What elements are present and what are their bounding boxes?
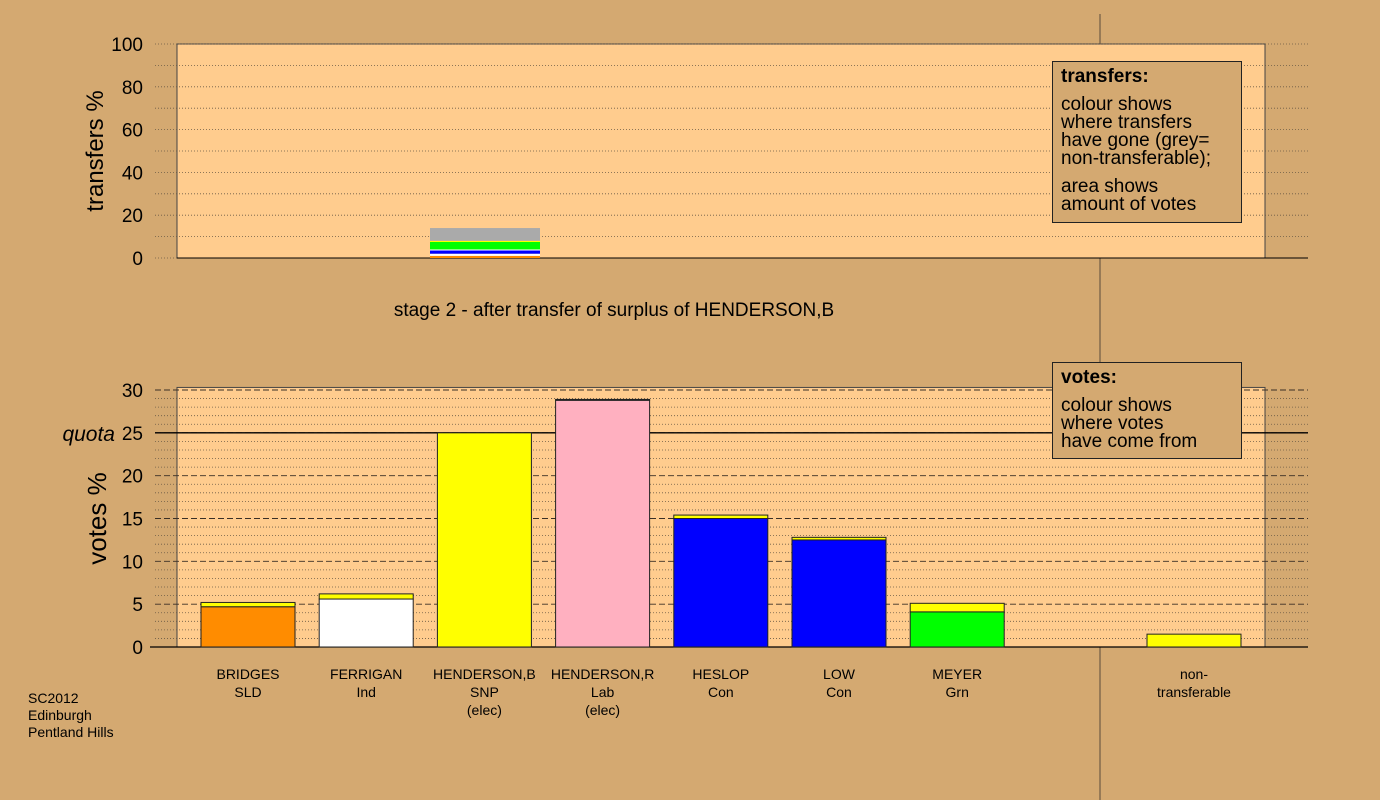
candidate-party: SNP xyxy=(470,684,499,700)
footer: SC2012 Edinburgh Pentland Hills xyxy=(28,690,114,741)
candidate-name: LOW xyxy=(823,666,856,682)
candidate-party: SLD xyxy=(234,684,261,700)
elected-label: (elec) xyxy=(585,702,620,718)
candidate-party: Grn xyxy=(946,684,969,700)
transfer-segment xyxy=(430,249,540,251)
candidate-name: MEYER xyxy=(932,666,982,682)
transfers-legend-line: have gone (grey= xyxy=(1061,130,1210,151)
vote-bar xyxy=(555,399,651,648)
vote-bar xyxy=(791,539,887,648)
y-tick-label: 20 xyxy=(122,206,143,227)
vote-bar xyxy=(436,432,532,648)
transfer-bar xyxy=(200,601,296,608)
footer-line: Pentland Hills xyxy=(28,724,114,740)
footer-line: Edinburgh xyxy=(28,707,92,723)
y-tick-label: 0 xyxy=(132,638,143,659)
transfers-legend-line: colour shows xyxy=(1061,94,1172,115)
transfer-segment xyxy=(430,250,540,254)
y-tick-label: 20 xyxy=(122,467,143,488)
transfer-bar xyxy=(909,602,1005,613)
votes-legend-line: colour shows xyxy=(1061,395,1172,416)
y-tick-label: 5 xyxy=(132,595,143,616)
candidate-name: HENDERSON,B xyxy=(433,666,536,682)
candidate-name: BRIDGES xyxy=(216,666,279,682)
nontransferable-label: transferable xyxy=(1157,684,1231,700)
quota-label: quota xyxy=(62,423,115,446)
stage-title: stage 2 - after transfer of surplus of H… xyxy=(394,300,834,321)
vote-bar xyxy=(318,598,414,648)
votes-legend: votes: colour shows where votes have com… xyxy=(1052,362,1242,459)
transfers-legend-title: transfers: xyxy=(1061,66,1149,87)
vote-bar xyxy=(673,518,769,648)
votes-legend-line: where votes xyxy=(1061,413,1164,434)
vote-bar xyxy=(200,606,296,648)
transfers-legend-line: amount of votes xyxy=(1061,194,1197,215)
y-tick-label: 100 xyxy=(111,35,143,56)
transfers-legend-line: area shows xyxy=(1061,176,1159,197)
transfer-segment xyxy=(430,228,540,241)
elected-label: (elec) xyxy=(467,702,502,718)
transfer-bar xyxy=(318,593,414,600)
transfer-bar xyxy=(673,514,769,519)
y-tick-label: 30 xyxy=(122,381,143,402)
y-axis-label: transfers % xyxy=(82,90,109,211)
y-tick-label: 25 xyxy=(122,424,143,445)
footer-line: SC2012 xyxy=(28,690,79,706)
transfer-segment xyxy=(430,255,540,258)
votes-legend-line: have come from xyxy=(1061,431,1198,452)
candidate-name: HENDERSON,R xyxy=(551,666,654,682)
y-tick-label: 10 xyxy=(122,552,143,573)
y-axis-label: votes % xyxy=(82,472,112,565)
y-tick-label: 60 xyxy=(122,121,143,142)
transfer-bar xyxy=(791,536,887,541)
candidate-party: Lab xyxy=(591,684,615,700)
nontransferable-label: non- xyxy=(1180,666,1208,682)
nontransferable-bar xyxy=(1146,633,1242,648)
y-tick-label: 15 xyxy=(122,510,143,531)
candidate-name: HESLOP xyxy=(692,666,749,682)
transfer-segment xyxy=(430,240,540,242)
transfer-bar xyxy=(555,398,651,401)
candidate-party: Con xyxy=(826,684,852,700)
y-tick-label: 80 xyxy=(122,78,143,99)
transfers-legend-line: where transfers xyxy=(1061,112,1192,133)
transfer-segment xyxy=(430,253,540,256)
candidate-party: Con xyxy=(708,684,734,700)
transfers-legend: transfers: colour shows where transfers … xyxy=(1052,61,1242,223)
transfer-segment xyxy=(430,241,540,250)
y-tick-label: 0 xyxy=(132,249,143,270)
votes-legend-title: votes: xyxy=(1061,367,1117,388)
candidate-name: FERRIGAN xyxy=(330,666,402,682)
vote-bar xyxy=(909,611,1005,648)
candidate-party: Ind xyxy=(356,684,375,700)
transfers-legend-line: non-transferable); xyxy=(1061,148,1211,169)
y-tick-label: 40 xyxy=(122,163,143,184)
